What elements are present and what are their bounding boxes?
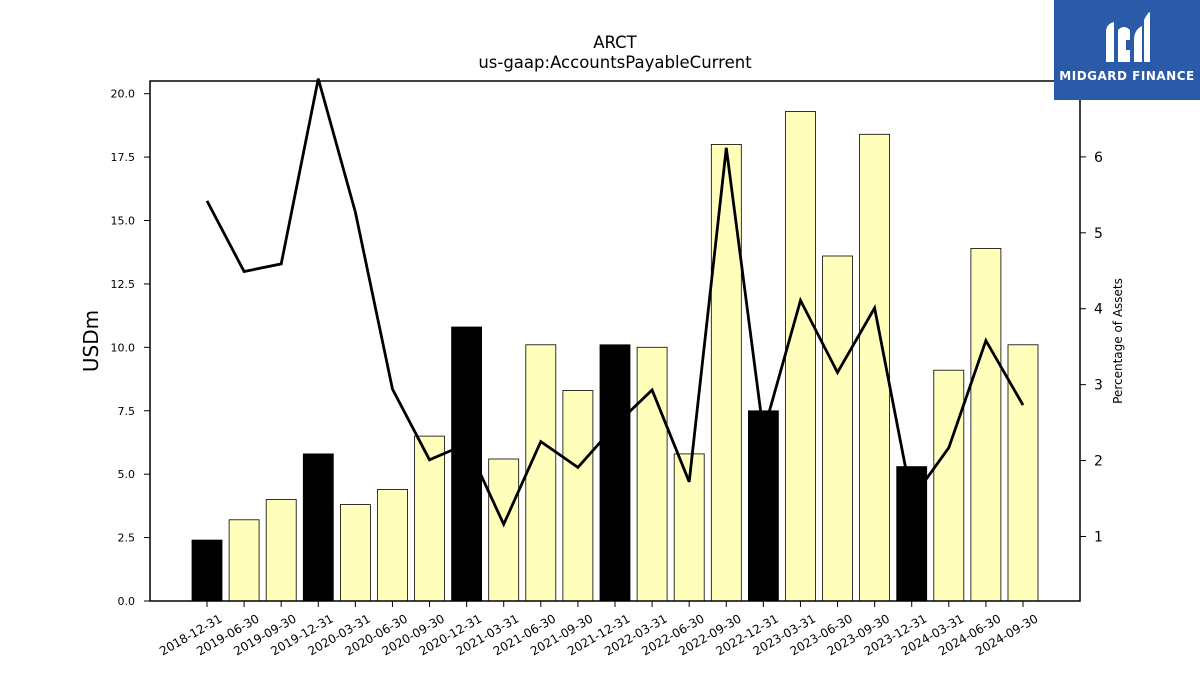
chart-subtitle: us-gaap:AccountsPayableCurrent [478,53,752,72]
bar-2018-12-31 [191,539,223,602]
left-axis: 0.0 2.5 5.0 7.5 10.0 12.5 15.0 17.5 20.0 [111,88,150,608]
bar-2022-12-31 [748,410,779,602]
bar-2023-03-31 [785,111,816,602]
right-tick-label: 4 [1094,302,1103,318]
left-tick-label: 20.0 [111,88,136,101]
right-tick-label: 2 [1094,454,1103,470]
brand-logo: MIDGARD FINANCE [1054,0,1200,100]
left-tick-label: 15.0 [111,215,136,228]
bar-series [191,111,1039,602]
bar-2020-03-31 [339,504,371,602]
line-series [205,78,1025,528]
left-tick-label: 7.5 [118,405,136,418]
right-tick-label: 5 [1094,226,1103,242]
bar-2024-03-31 [933,369,965,602]
bar-2019-06-30 [228,519,260,602]
left-tick-label: 12.5 [111,278,136,291]
right-axis-label: Percentage of Assets [1111,278,1125,404]
bar-2023-09-30 [859,133,890,602]
bar-2021-03-31 [488,458,520,602]
chart-title: ARCT [593,33,637,52]
bar-2024-06-30 [970,247,1002,602]
bar-2019-09-30 [265,499,297,602]
bar-2019-12-31 [302,453,334,602]
right-tick-label: 6 [1094,150,1103,166]
left-tick-label: 2.5 [118,532,136,545]
bar-2022-09-30 [710,143,742,602]
bar-2021-12-31 [599,344,631,602]
bar-2021-09-30 [562,390,594,602]
bar-2021-06-30 [525,344,557,602]
right-axis: 1 2 3 4 5 6 [1080,150,1103,545]
right-tick-label: 1 [1094,529,1103,545]
left-tick-label: 10.0 [111,341,136,354]
bar-2023-06-30 [822,255,853,602]
right-tick-label: 3 [1094,378,1103,394]
bar-2024-09-30 [1007,344,1039,602]
line-path [205,78,1025,528]
logo-text: MIDGARD FINANCE [1059,69,1195,83]
x-axis: 2018-12-312019-06-302019-09-302019-12-31… [157,601,1041,658]
left-tick-label: 17.5 [111,151,136,164]
left-tick-label: 5.0 [118,468,136,481]
left-tick-label: 0.0 [118,595,136,608]
logo-mark-icon [1054,0,1200,100]
bar-2022-03-31 [636,346,668,602]
bar-2020-09-30 [414,435,445,602]
y-axis-label: USDm [79,310,103,372]
bar-2020-06-30 [377,488,408,602]
